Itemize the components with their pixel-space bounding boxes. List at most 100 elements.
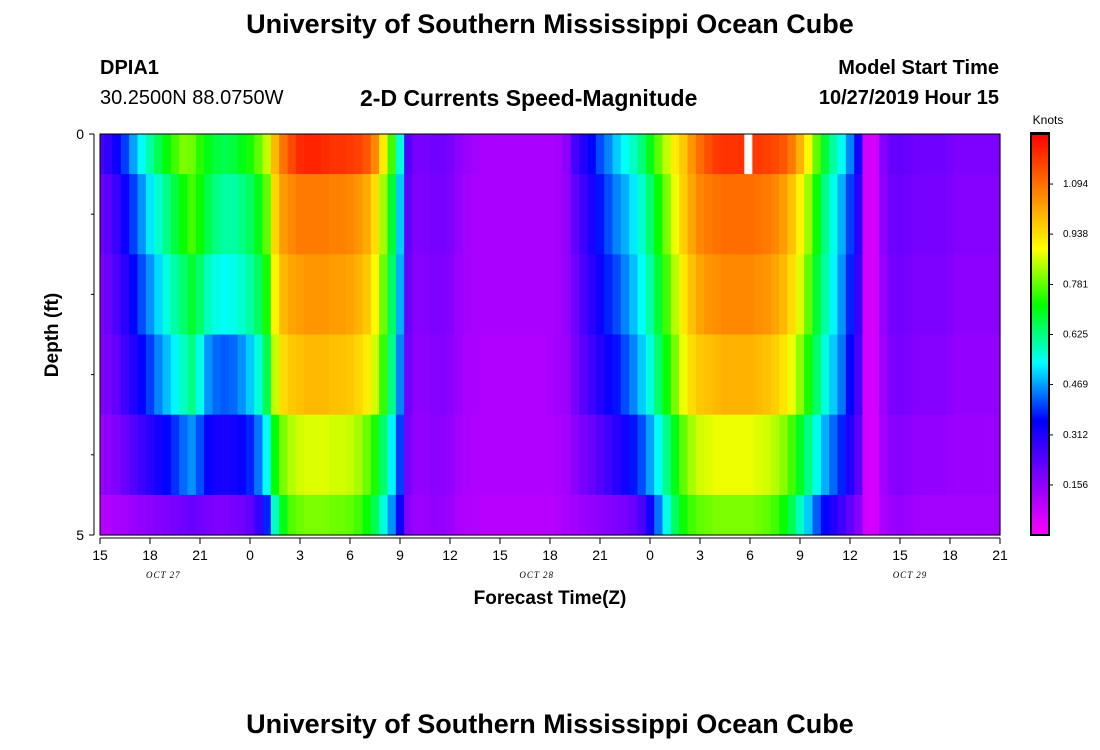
heatmap-cell [712, 414, 722, 496]
heatmap-cell [604, 174, 614, 255]
heatmap-cell [595, 334, 605, 416]
heatmap-cell [137, 414, 147, 496]
heatmap-cell [962, 134, 972, 175]
heatmap-cell [737, 494, 747, 536]
heatmap-cell [487, 494, 497, 536]
heatmap-cell [100, 174, 105, 255]
heatmap-cell [629, 334, 639, 416]
heatmap-cell [429, 174, 439, 255]
heatmap-cell [304, 254, 314, 336]
heatmap-cell [779, 414, 789, 496]
heatmap-cell [554, 334, 564, 416]
heatmap-cell [620, 494, 630, 536]
heatmap-cell [562, 334, 572, 416]
heatmap-cell [404, 254, 414, 336]
heatmap-cell [537, 494, 547, 536]
heatmap-cell [770, 254, 780, 336]
heatmap-cell [820, 174, 830, 255]
heatmap-cell [195, 494, 205, 536]
heatmap-cell [670, 254, 680, 336]
heatmap-cell [229, 494, 239, 536]
heatmap-cell [295, 494, 305, 536]
heatmap-cell [312, 134, 322, 175]
colorbar-cap-top [1030, 132, 1050, 135]
heatmap-cell [754, 414, 764, 496]
heatmap-cell [270, 254, 280, 336]
heatmap-cell [762, 334, 772, 416]
heatmap-cell [104, 414, 114, 496]
heatmap-cell [754, 494, 764, 536]
heatmap-cell [520, 494, 530, 536]
heatmap-cell [495, 334, 505, 416]
heatmap-cell [404, 134, 414, 175]
heatmap-cell [495, 254, 505, 336]
heatmap-cell [395, 174, 405, 255]
heatmap-cell [670, 334, 680, 416]
heatmap-cell [495, 134, 505, 175]
heatmap-cell [595, 494, 605, 536]
heatmap-cell [262, 494, 272, 536]
heatmap-cell [245, 254, 255, 336]
heatmap-cell [404, 334, 414, 416]
heatmap-cell [437, 254, 447, 336]
heatmap-cell [904, 174, 914, 255]
heatmap-cell [712, 334, 722, 416]
heatmap-cell [662, 254, 672, 336]
heatmap-cell [254, 174, 264, 255]
heatmap-cell [729, 414, 739, 496]
heatmap-cell [479, 414, 489, 496]
heatmap-cell [804, 134, 814, 175]
heatmap-cell [437, 174, 447, 255]
chart-title: 2-D Currents Speed-Magnitude [360, 85, 698, 111]
heatmap-cell [654, 414, 664, 496]
heatmap-cell [570, 494, 580, 536]
heatmap-cell [445, 334, 455, 416]
x-tick-label: 15 [892, 547, 908, 563]
heatmap-cell [920, 134, 930, 175]
heatmap-cell [987, 134, 997, 175]
heatmap-cell [570, 254, 580, 336]
heatmap-cell [620, 414, 630, 496]
heatmap-cell [845, 254, 855, 336]
heatmap-cell [595, 174, 605, 255]
heatmap-cell [154, 134, 164, 175]
heatmap-cell [404, 414, 414, 496]
heatmap-cell [929, 494, 939, 536]
heatmap-cell [504, 494, 514, 536]
heatmap-cell [237, 334, 247, 416]
heatmap-cell [437, 134, 447, 175]
heatmap-cell [687, 414, 697, 496]
heatmap-cell [520, 414, 530, 496]
heatmap-cell [937, 414, 947, 496]
heatmap-cell [745, 334, 755, 416]
heatmap-cell [279, 254, 289, 336]
heatmap-cell [812, 334, 822, 416]
heatmap-cell [737, 254, 747, 336]
heatmap-cell [862, 334, 872, 416]
heatmap-cell [262, 334, 272, 416]
heatmap-cell [687, 494, 697, 536]
heatmap-cell [612, 254, 622, 336]
heatmap-cell [920, 254, 930, 336]
heatmap-cell [145, 174, 155, 255]
heatmap-cell [670, 174, 680, 255]
heatmap-cell [945, 494, 955, 536]
heatmap-cell [695, 334, 705, 416]
heatmap-cell [904, 494, 914, 536]
heatmap-cell [979, 414, 989, 496]
heatmap-cell [187, 494, 197, 536]
heatmap-cell [154, 494, 164, 536]
heatmap-cell [679, 174, 689, 255]
heatmap-cell [654, 494, 664, 536]
heatmap-cell [304, 174, 314, 255]
heatmap-cell [812, 174, 822, 255]
heatmap-cell [354, 334, 364, 416]
heatmap-cell [887, 414, 897, 496]
heatmap-cell [245, 174, 255, 255]
heatmap-cell [837, 134, 847, 175]
heatmap-cell [420, 134, 430, 175]
heatmap-cell [112, 254, 122, 336]
heatmap-cell [245, 414, 255, 496]
heatmap-cell [170, 494, 180, 536]
heatmap-cell [887, 134, 897, 175]
